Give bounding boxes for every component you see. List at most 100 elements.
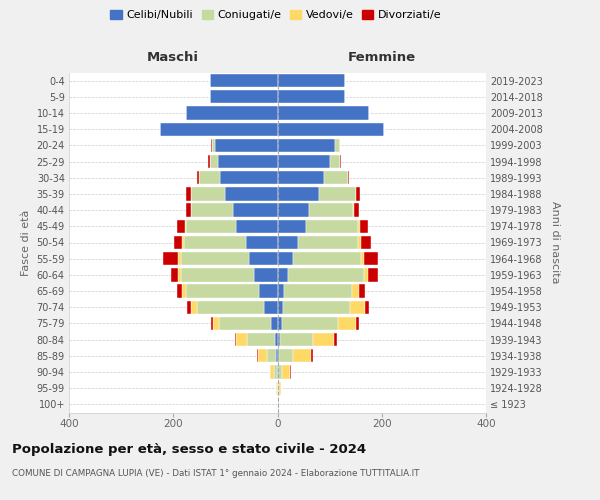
Bar: [181, 268, 254, 281]
Bar: [277, 155, 329, 168]
Bar: [211, 138, 212, 152]
Bar: [348, 171, 349, 184]
Bar: [178, 268, 181, 281]
Bar: [277, 74, 345, 87]
Bar: [210, 155, 218, 168]
Bar: [197, 300, 265, 314]
Bar: [178, 252, 181, 266]
Bar: [364, 252, 378, 266]
Bar: [313, 333, 334, 346]
Bar: [353, 204, 354, 217]
Bar: [283, 300, 350, 314]
Bar: [329, 155, 340, 168]
Bar: [298, 236, 358, 249]
Bar: [163, 252, 178, 266]
Bar: [271, 317, 277, 330]
Bar: [338, 317, 356, 330]
Bar: [277, 106, 369, 120]
Bar: [280, 333, 313, 346]
Bar: [218, 317, 271, 330]
Bar: [215, 138, 277, 152]
Text: Popolazione per età, sesso e stato civile - 2024: Popolazione per età, sesso e stato civil…: [12, 442, 366, 456]
Bar: [274, 366, 277, 378]
Bar: [220, 171, 277, 184]
Bar: [277, 268, 288, 281]
Bar: [278, 366, 282, 378]
Bar: [186, 106, 277, 120]
Bar: [319, 188, 356, 200]
Bar: [186, 284, 259, 298]
Bar: [249, 252, 277, 266]
Bar: [182, 236, 184, 249]
Bar: [259, 284, 277, 298]
Bar: [181, 252, 249, 266]
Bar: [235, 333, 236, 346]
Text: Femmine: Femmine: [347, 51, 416, 64]
Bar: [191, 188, 226, 200]
Bar: [210, 90, 277, 104]
Y-axis label: Anni di nascita: Anni di nascita: [550, 201, 560, 283]
Bar: [177, 284, 182, 298]
Bar: [350, 300, 365, 314]
Bar: [311, 349, 313, 362]
Bar: [178, 220, 185, 233]
Bar: [212, 138, 215, 152]
Bar: [360, 220, 368, 233]
Bar: [160, 122, 277, 136]
Bar: [208, 155, 210, 168]
Bar: [278, 349, 293, 362]
Bar: [277, 138, 335, 152]
Y-axis label: Fasce di età: Fasce di età: [21, 210, 31, 276]
Bar: [277, 171, 325, 184]
Bar: [277, 284, 284, 298]
Bar: [186, 188, 191, 200]
Bar: [174, 236, 182, 249]
Bar: [361, 252, 364, 266]
Bar: [277, 204, 309, 217]
Bar: [277, 236, 298, 249]
Bar: [182, 284, 186, 298]
Bar: [325, 171, 348, 184]
Bar: [191, 300, 197, 314]
Bar: [199, 171, 220, 184]
Bar: [186, 220, 236, 233]
Bar: [184, 236, 246, 249]
Bar: [257, 349, 267, 362]
Text: Maschi: Maschi: [147, 51, 199, 64]
Bar: [265, 300, 277, 314]
Bar: [334, 333, 337, 346]
Bar: [233, 204, 277, 217]
Bar: [276, 382, 277, 395]
Bar: [356, 188, 361, 200]
Bar: [236, 333, 247, 346]
Bar: [275, 333, 277, 346]
Bar: [359, 284, 365, 298]
Bar: [282, 366, 290, 378]
Bar: [191, 204, 233, 217]
Legend: Celibi/Nubili, Coniugati/e, Vedovi/e, Divorziati/e: Celibi/Nubili, Coniugati/e, Vedovi/e, Di…: [106, 6, 446, 25]
Bar: [293, 252, 361, 266]
Bar: [254, 268, 277, 281]
Bar: [247, 333, 275, 346]
Bar: [364, 268, 368, 281]
Bar: [277, 220, 306, 233]
Bar: [226, 188, 277, 200]
Bar: [309, 204, 353, 217]
Bar: [197, 171, 199, 184]
Bar: [211, 317, 214, 330]
Bar: [368, 268, 378, 281]
Bar: [278, 382, 281, 395]
Bar: [293, 349, 311, 362]
Bar: [335, 138, 340, 152]
Bar: [358, 220, 360, 233]
Bar: [214, 317, 218, 330]
Bar: [281, 317, 338, 330]
Bar: [306, 220, 358, 233]
Text: COMUNE DI CAMPAGNA LUPIA (VE) - Dati ISTAT 1° gennaio 2024 - Elaborazione TUTTIT: COMUNE DI CAMPAGNA LUPIA (VE) - Dati IST…: [12, 469, 419, 478]
Bar: [284, 284, 352, 298]
Bar: [186, 204, 191, 217]
Bar: [270, 366, 274, 378]
Bar: [277, 252, 293, 266]
Bar: [288, 268, 364, 281]
Bar: [218, 155, 277, 168]
